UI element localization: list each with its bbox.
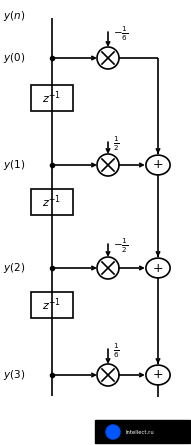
Text: $y(0)$: $y(0)$ (3, 51, 25, 65)
Text: $y(2)$: $y(2)$ (3, 261, 25, 275)
Text: $+$: $+$ (152, 158, 164, 171)
Circle shape (106, 425, 120, 439)
Bar (31, 189, 73, 215)
Text: $y(3)$: $y(3)$ (3, 368, 25, 382)
Bar (95, 420, 190, 443)
Text: $z^{-1}$: $z^{-1}$ (42, 90, 62, 106)
Text: $y(n)$: $y(n)$ (3, 9, 25, 23)
Text: $+$: $+$ (152, 262, 164, 275)
Text: $-\frac{1}{2}$: $-\frac{1}{2}$ (113, 237, 128, 255)
Text: $\frac{1}{6}$: $\frac{1}{6}$ (113, 342, 120, 360)
Bar (31, 292, 73, 318)
Text: $\frac{1}{2}$: $\frac{1}{2}$ (113, 135, 120, 153)
Text: $+$: $+$ (152, 368, 164, 381)
Text: $z^{-1}$: $z^{-1}$ (42, 297, 62, 313)
Text: $z^{-1}$: $z^{-1}$ (42, 194, 62, 210)
Text: $y(1)$: $y(1)$ (3, 158, 25, 172)
Text: Intellect.ru: Intellect.ru (125, 429, 154, 434)
Bar (31, 85, 73, 111)
Text: $-\frac{1}{6}$: $-\frac{1}{6}$ (113, 25, 128, 43)
